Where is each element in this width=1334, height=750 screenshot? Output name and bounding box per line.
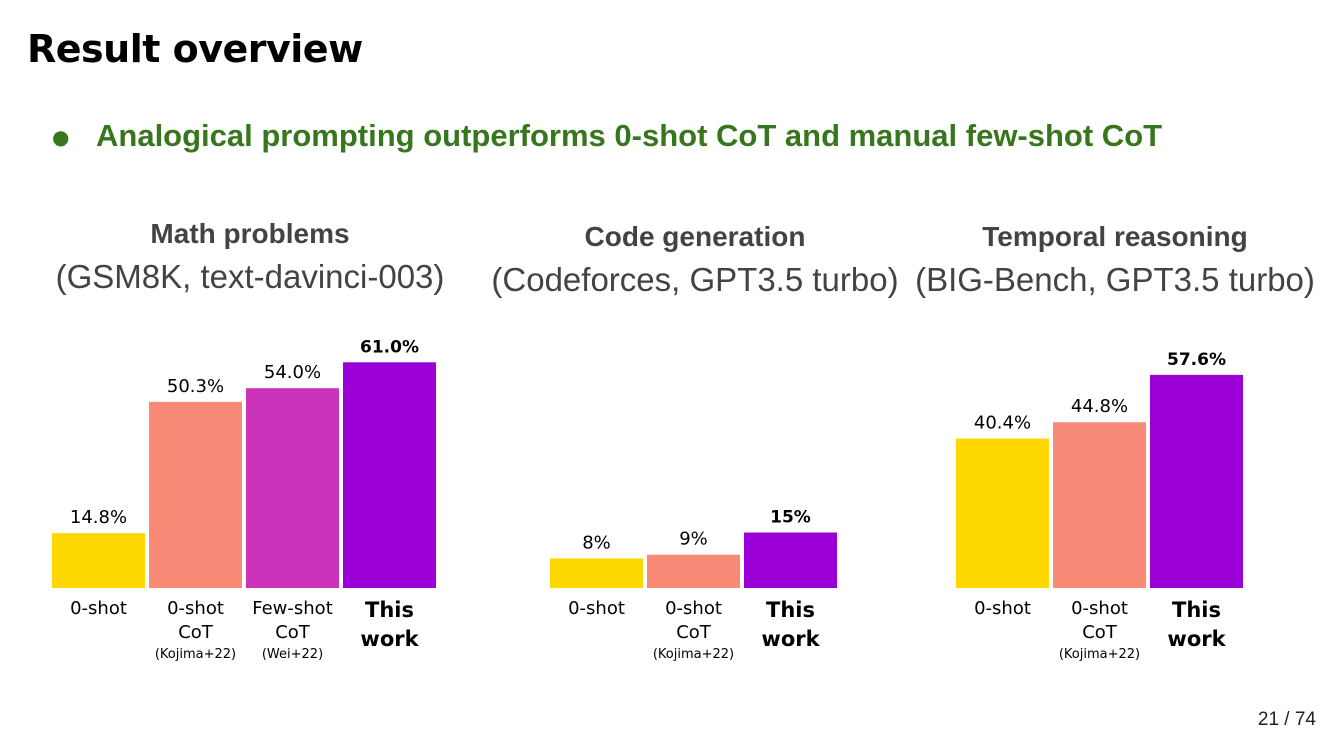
math-bar (52, 533, 145, 588)
math-data-label: 54.0% (264, 362, 321, 383)
page-number: 21 / 74 (1257, 709, 1316, 730)
math-category-citation: (Wei+22) (262, 647, 323, 662)
math-category-label: Few-shot CoT (252, 598, 333, 643)
math-data-label: 61.0% (360, 337, 419, 357)
code-chart-subtitle: (Codeforces, GPT3.5 turbo) (491, 261, 899, 298)
temporal-category-label: This work (1167, 598, 1226, 651)
code-category-citation: (Kojima+22) (653, 647, 734, 662)
temporal-chart-header: Temporal reasoning (BIG-Bench, GPT3.5 tu… (910, 220, 1320, 300)
math-bar (343, 362, 436, 588)
bullet-dot-icon: ● (52, 125, 70, 149)
code-category-label: 0-shot (568, 598, 625, 619)
temporal-category-citation: (Kojima+22) (1059, 647, 1140, 662)
math-bar (149, 401, 242, 588)
temporal-category-label: 0-shot (974, 598, 1031, 619)
code-data-label: 15% (770, 508, 811, 528)
code-category-label: 0-shot CoT (665, 598, 722, 643)
math-category-label: This work (360, 598, 419, 651)
code-bar (647, 554, 740, 588)
math-chart-header: Math problems (GSM8K, text-davinci-003) (50, 217, 450, 297)
temporal-bar (1150, 374, 1243, 588)
math-category-label: 0-shot (70, 598, 127, 619)
code-chart-title: Code generation (584, 221, 806, 252)
bullet-text: Analogical prompting outperforms 0-shot … (96, 118, 1163, 153)
temporal-chart-subtitle: (BIG-Bench, GPT3.5 turbo) (915, 261, 1315, 298)
math-category-label: 0-shot CoT (167, 598, 224, 643)
temporal-data-label: 57.6% (1167, 350, 1226, 370)
code-data-label: 8% (582, 532, 611, 553)
math-chart-title: Math problems (150, 218, 350, 249)
slide-title: Result overview (27, 27, 363, 71)
code-category-label: This work (761, 598, 820, 651)
math-data-label: 50.3% (167, 376, 224, 397)
temporal-bar (1053, 422, 1146, 588)
code-bar (744, 532, 837, 588)
temporal-data-label: 40.4% (974, 413, 1031, 434)
temporal-bar (956, 438, 1049, 588)
temporal-category-label: 0-shot CoT (1071, 598, 1128, 643)
math-chart-subtitle: (GSM8K, text-davinci-003) (55, 258, 445, 295)
temporal-chart-title: Temporal reasoning (982, 221, 1248, 252)
math-bar (246, 388, 339, 588)
math-data-label: 14.8% (70, 507, 127, 528)
code-data-label: 9% (679, 529, 708, 550)
code-chart-header: Code generation (Codeforces, GPT3.5 turb… (485, 220, 905, 300)
math-category-citation: (Kojima+22) (155, 647, 236, 662)
code-bar (550, 558, 643, 588)
temporal-data-label: 44.8% (1071, 396, 1128, 417)
